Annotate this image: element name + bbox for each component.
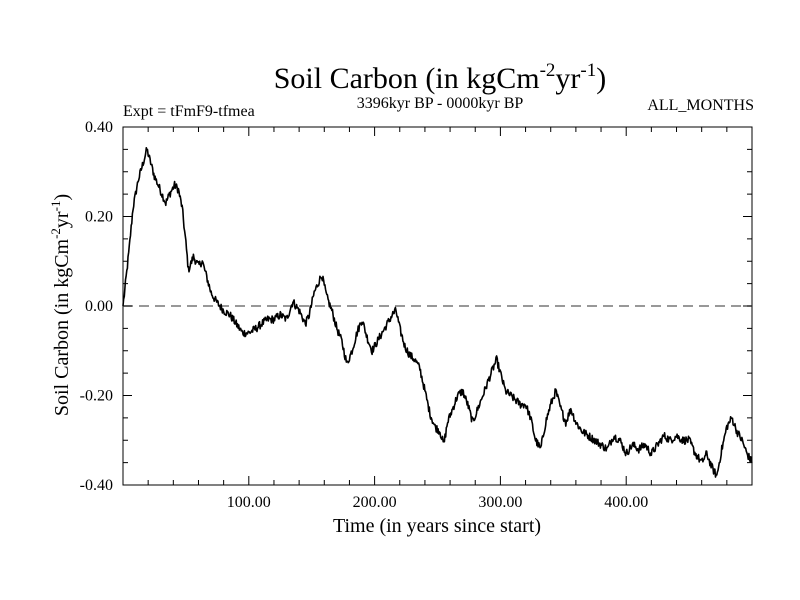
y-tick-label: 0.40	[85, 119, 113, 136]
x-axis-label: Time (in years since start)	[333, 515, 541, 537]
x-tick-label: 300.00	[478, 494, 522, 511]
y-tick-label: 0.00	[85, 298, 113, 315]
x-axis-ticks: 100.00 200.00 300.00 400.00	[227, 127, 648, 511]
x-tick-label: 100.00	[227, 494, 271, 511]
subtitle-months: ALL_MONTHS	[647, 97, 754, 114]
y-axis-minor-ticks	[123, 148, 752, 464]
x-tick-label: 400.00	[604, 494, 648, 511]
soil-carbon-series-line	[122, 147, 753, 478]
y-tick-label: -0.20	[80, 388, 113, 405]
x-tick-label: 200.00	[353, 494, 397, 511]
subtitle-period: 3396kyr BP - 0000kyr BP	[357, 95, 524, 112]
x-axis-minor-ticks	[147, 127, 728, 485]
chart-title: Soil Carbon (in kgCm-2yr-1)	[274, 60, 607, 95]
y-tick-label: -0.40	[80, 477, 113, 494]
subtitle-expt: Expt = tFmF9-tfmea	[123, 103, 255, 120]
y-axis-ticks: 0.40 0.20 0.00 -0.20 -0.40	[80, 119, 752, 494]
y-tick-label: 0.20	[85, 209, 113, 226]
y-axis-label: Soil Carbon (in kgCm-2yr-1)	[48, 194, 73, 416]
